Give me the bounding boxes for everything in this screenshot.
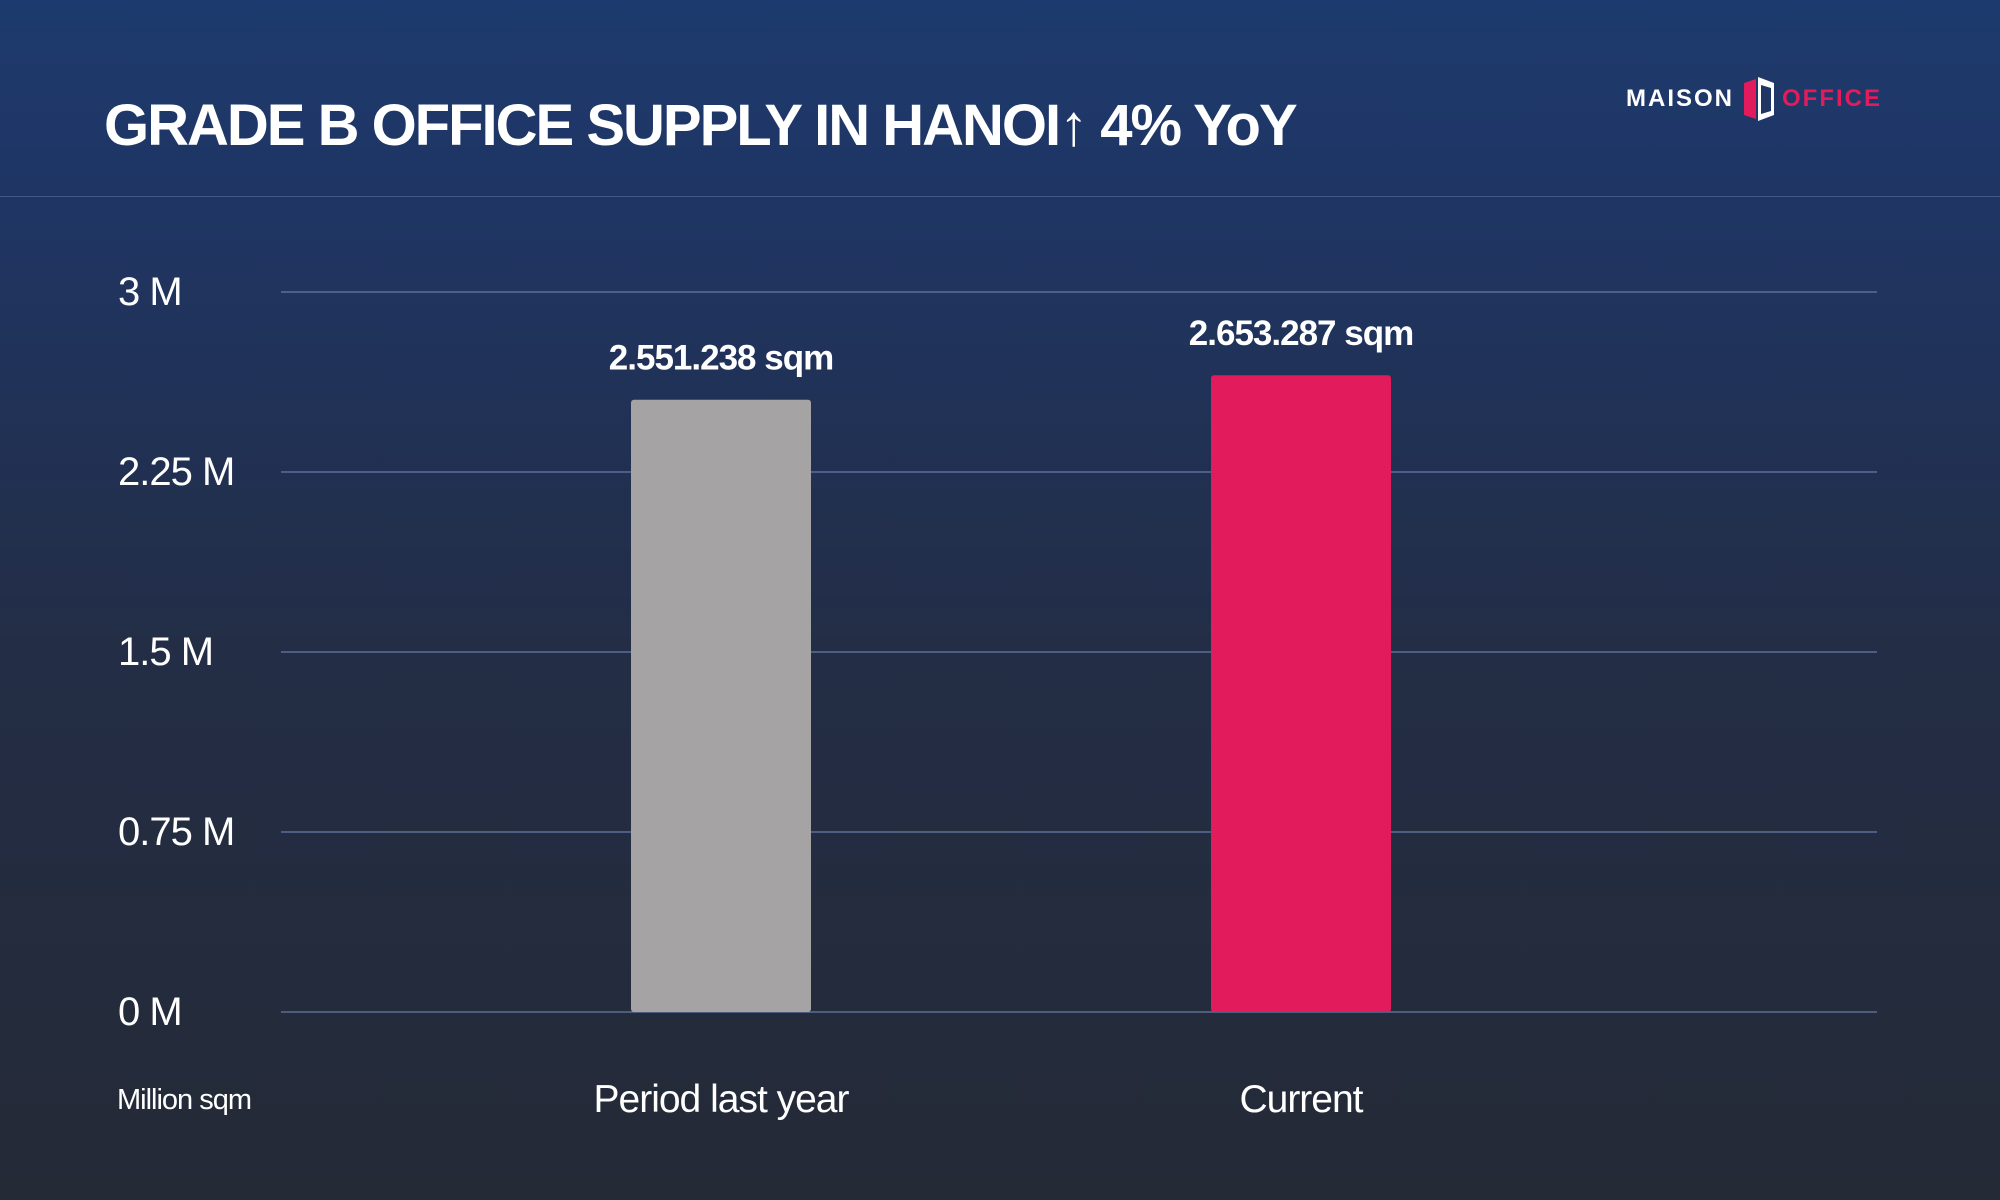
header: GRADE B OFFICE SUPPLY IN HANOI↑ 4% YoY M… xyxy=(0,0,2000,197)
bar-data-label: 2.653.287 sqm xyxy=(1189,314,1413,353)
maison-office-logo-mark-icon xyxy=(1744,77,1774,121)
bar-period-last-year xyxy=(631,399,811,1012)
chart-title: GRADE B OFFICE SUPPLY IN HANOI↑ 4% YoY xyxy=(104,93,1298,158)
logo-text-maison: MAISON xyxy=(1626,85,1734,112)
bar-current xyxy=(1211,375,1391,1012)
y-tick-label: 3 M xyxy=(118,270,182,314)
bar-data-label: 2.551.238 sqm xyxy=(609,339,833,378)
logo-text-office: OFFICE xyxy=(1782,85,1882,112)
y-axis-label: Million sqm xyxy=(117,1084,251,1116)
x-category-label: Current xyxy=(1239,1078,1363,1121)
x-category-label: Period last year xyxy=(594,1078,850,1121)
y-tick-label: 1.5 M xyxy=(118,630,213,674)
y-tick-label: 2.25 M xyxy=(118,450,234,494)
y-tick-label: 0 M xyxy=(118,990,182,1034)
brand-logo: MAISON OFFICE xyxy=(1626,74,1882,124)
y-tick-label: 0.75 M xyxy=(118,810,234,854)
